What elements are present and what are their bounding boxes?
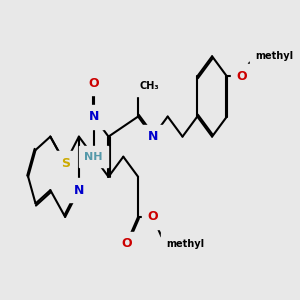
Text: O: O xyxy=(236,70,247,83)
Text: N: N xyxy=(74,184,84,197)
Text: N: N xyxy=(148,130,158,143)
Text: S: S xyxy=(61,157,70,170)
Text: methyl: methyl xyxy=(255,51,294,61)
Text: CH₃: CH₃ xyxy=(139,81,159,91)
Text: methyl: methyl xyxy=(167,239,205,249)
Text: N: N xyxy=(88,110,99,123)
Text: O: O xyxy=(148,210,158,224)
Text: NH: NH xyxy=(84,152,103,162)
Text: O: O xyxy=(121,237,132,250)
Text: O: O xyxy=(88,76,99,90)
